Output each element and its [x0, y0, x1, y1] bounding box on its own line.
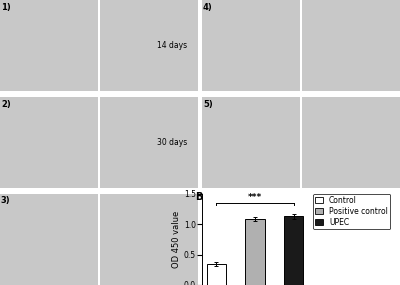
Text: 14 days: 14 days: [157, 41, 187, 50]
Text: 4): 4): [203, 3, 213, 12]
Bar: [284, 216, 304, 285]
Text: ***: ***: [248, 193, 262, 201]
Bar: [246, 219, 265, 285]
Y-axis label: OD 450 value: OD 450 value: [172, 211, 181, 268]
Text: 2): 2): [1, 99, 11, 109]
Text: 3): 3): [1, 196, 11, 205]
Text: 1): 1): [1, 3, 11, 12]
Text: 30 days: 30 days: [157, 138, 187, 147]
Text: 5): 5): [203, 99, 213, 109]
Bar: [207, 264, 226, 285]
Legend: Control, Positive control, UPEC: Control, Positive control, UPEC: [313, 194, 390, 229]
Text: B: B: [195, 192, 202, 202]
